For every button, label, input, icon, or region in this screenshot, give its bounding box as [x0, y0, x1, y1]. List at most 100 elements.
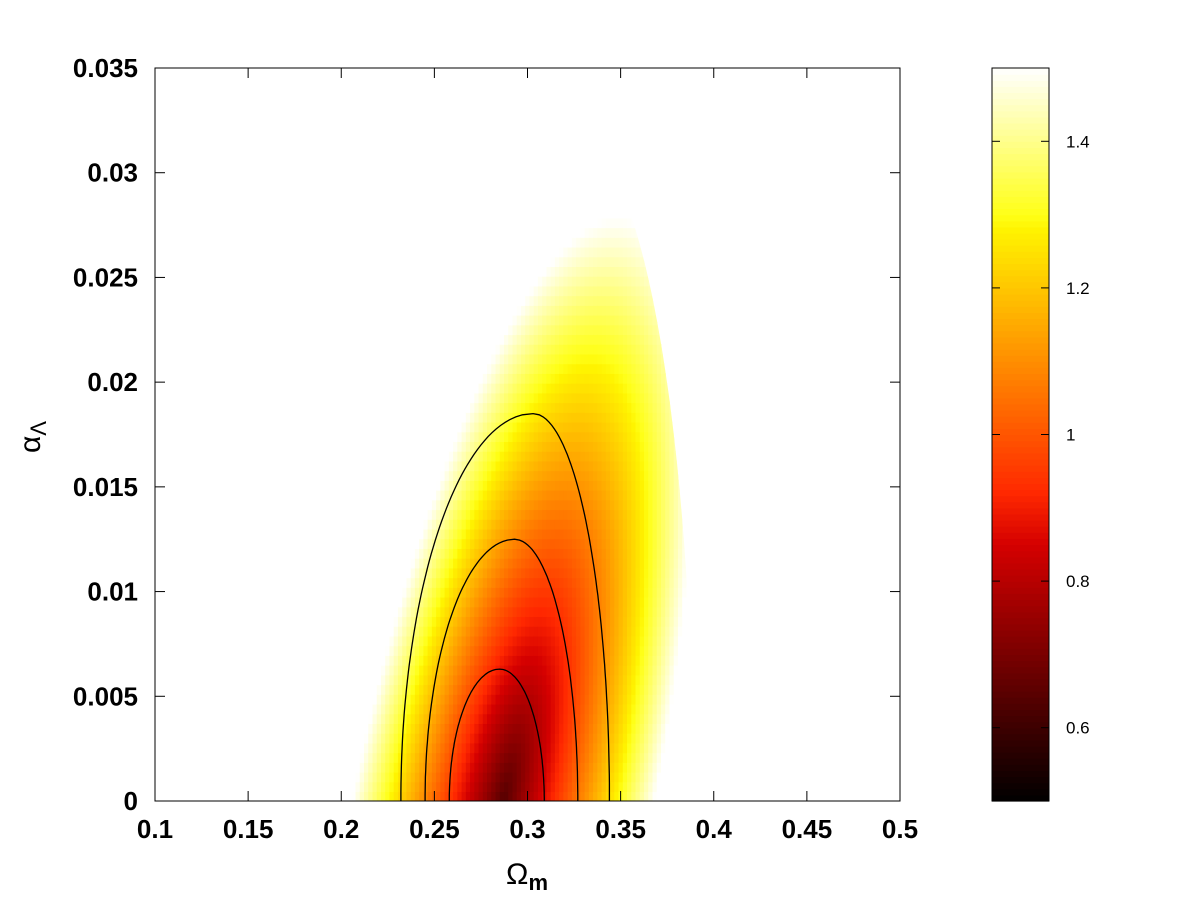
heatmap-cell	[546, 762, 552, 773]
heatmap-cell	[397, 431, 403, 443]
heatmap-cell	[529, 353, 535, 365]
heatmap-cell	[627, 519, 633, 530]
heatmap-cell	[448, 295, 454, 306]
heatmap-cell	[461, 645, 467, 656]
heatmap-cell	[351, 664, 357, 676]
heatmap-cell	[448, 382, 454, 394]
heatmap-cell	[457, 480, 463, 491]
heatmap-cell	[508, 616, 514, 627]
heatmap-cell	[440, 353, 446, 365]
heatmap-cell	[423, 616, 429, 627]
heatmap-cell	[482, 616, 488, 627]
heatmap-cell	[470, 538, 476, 549]
heatmap-cell	[567, 519, 573, 530]
heatmap-cell	[508, 295, 514, 306]
heatmap-cell	[563, 188, 569, 199]
heatmap-cell	[470, 217, 476, 229]
heatmap-cell	[559, 664, 565, 676]
heatmap-cell	[423, 314, 429, 326]
heatmap-cell	[478, 489, 484, 501]
heatmap-cell	[618, 616, 624, 627]
heatmap-cell	[376, 771, 382, 783]
heatmap-cell	[431, 460, 437, 472]
heatmap-cell	[448, 664, 454, 676]
heatmap-cell	[389, 596, 395, 608]
heatmap-cell	[631, 645, 637, 656]
heatmap-cell	[537, 412, 543, 423]
heatmap-cell	[482, 353, 488, 365]
heatmap-cell	[597, 645, 603, 656]
heatmap-cell	[419, 664, 425, 676]
heatmap-cell	[487, 470, 493, 481]
heatmap-cell	[504, 548, 510, 559]
heatmap-cell	[597, 596, 603, 608]
heatmap-cell	[380, 519, 387, 530]
heatmap-cell	[474, 645, 480, 656]
heatmap-cell	[478, 616, 484, 627]
heatmap-cell	[520, 275, 527, 287]
heatmap-cell	[482, 596, 488, 608]
heatmap-cell	[504, 703, 510, 715]
heatmap-cell	[402, 625, 408, 637]
heatmap-cell	[567, 723, 573, 734]
heatmap-cell	[571, 178, 577, 190]
heatmap-cell	[368, 771, 374, 783]
heatmap-cell	[563, 548, 569, 559]
heatmap-cell	[580, 141, 586, 151]
heatmap-cell	[482, 577, 488, 588]
heatmap-cell	[571, 168, 577, 180]
heatmap-cell	[508, 266, 514, 277]
heatmap-cell	[410, 781, 416, 793]
heatmap-cell	[525, 324, 531, 336]
heatmap-cell	[380, 577, 387, 588]
heatmap-cell	[559, 460, 565, 472]
heatmap-cell	[546, 344, 552, 355]
heatmap-cell	[427, 674, 433, 686]
heatmap-cell	[495, 587, 501, 598]
heatmap-cell	[601, 198, 607, 209]
heatmap-cell	[622, 694, 628, 705]
heatmap-cell	[406, 450, 412, 462]
heatmap-cell	[546, 314, 552, 326]
heatmap-cell	[516, 703, 522, 715]
heatmap-cell	[436, 509, 442, 520]
heatmap-cell	[525, 548, 531, 559]
heatmap-cell	[380, 587, 387, 598]
heatmap-cell	[588, 577, 594, 588]
heatmap-cell	[504, 528, 510, 540]
heatmap-cell	[406, 703, 412, 715]
heatmap-cell	[414, 489, 420, 501]
heatmap-cell	[368, 519, 374, 530]
heatmap-cell	[355, 781, 361, 793]
heatmap-cell	[610, 684, 616, 695]
heatmap-cell	[380, 732, 387, 744]
heatmap-cell	[478, 694, 484, 705]
heatmap-cell	[495, 567, 501, 579]
heatmap-cell	[385, 664, 391, 676]
heatmap-cell	[508, 450, 514, 462]
heatmap-cell	[593, 237, 599, 248]
heatmap-cell	[520, 587, 527, 598]
heatmap-cell	[393, 412, 399, 423]
heatmap-cell	[491, 489, 497, 501]
heatmap-cell	[372, 587, 378, 598]
heatmap-cell	[576, 295, 582, 306]
heatmap-cell	[376, 625, 382, 637]
heatmap-cell	[499, 334, 505, 345]
heatmap-cell	[593, 557, 599, 569]
heatmap-cell	[571, 771, 577, 783]
heatmap-cell	[516, 567, 522, 579]
heatmap-cell	[622, 266, 628, 277]
heatmap-cell	[571, 742, 577, 754]
heatmap-cell	[448, 275, 454, 287]
heatmap-cell	[440, 509, 446, 520]
heatmap-cell	[368, 645, 374, 656]
heatmap-cell	[597, 382, 603, 394]
heatmap-cell	[559, 635, 565, 647]
heatmap-cell	[508, 246, 514, 258]
heatmap-cell	[470, 353, 476, 365]
heatmap-cell	[440, 587, 446, 598]
heatmap-cell	[537, 198, 543, 209]
heatmap-cell	[618, 596, 624, 608]
heatmap-cell	[385, 781, 391, 793]
